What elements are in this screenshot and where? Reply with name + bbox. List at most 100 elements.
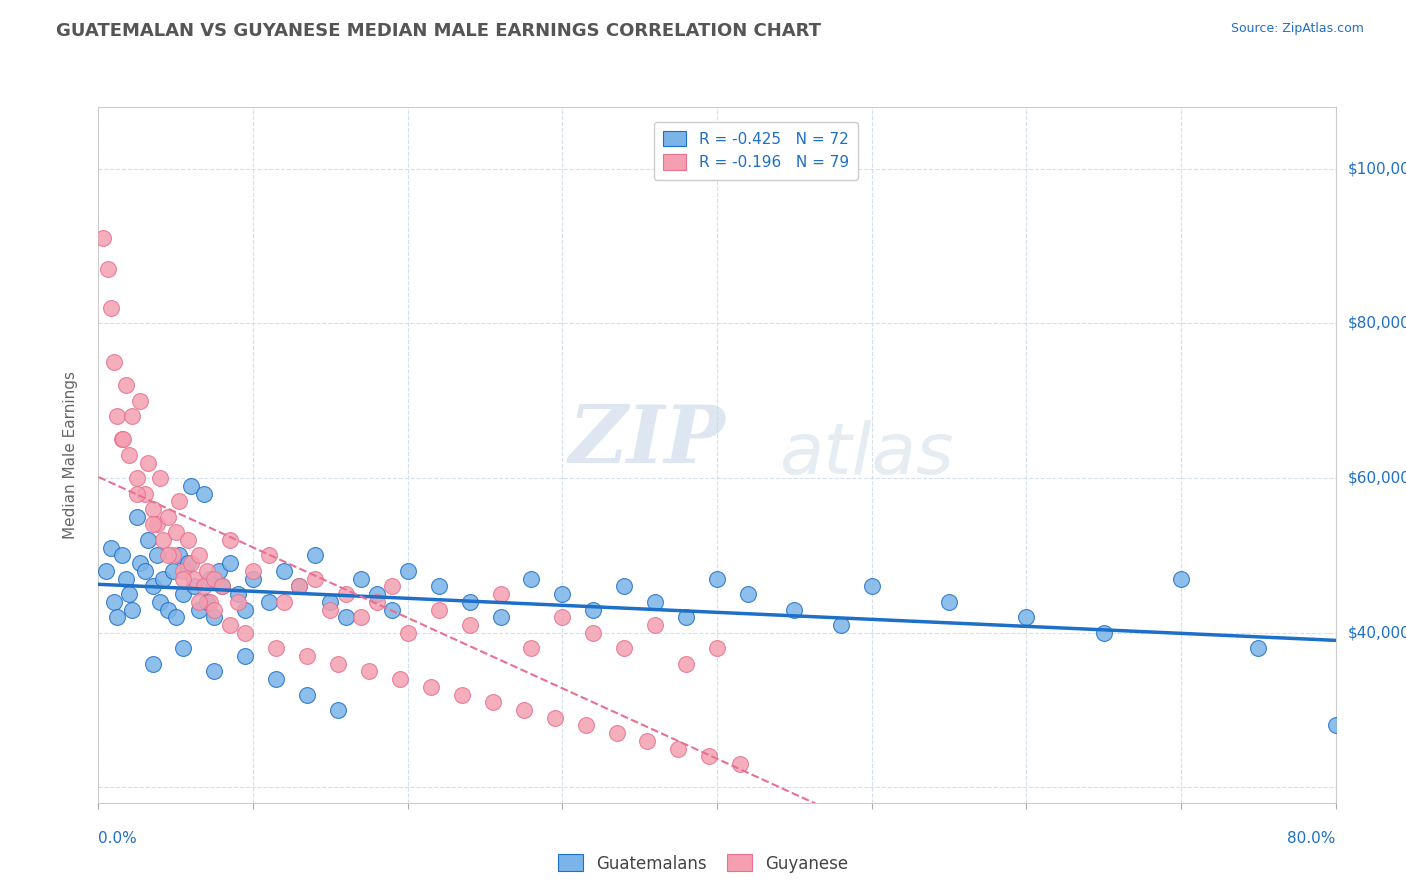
Point xyxy=(288,579,311,593)
Legend: Guatemalans, Guyanese: Guatemalans, Guyanese xyxy=(551,847,855,880)
Point xyxy=(188,602,211,616)
Text: Source: ZipAtlas.com: Source: ZipAtlas.com xyxy=(1230,22,1364,36)
Point xyxy=(105,409,128,424)
Text: $40,000: $40,000 xyxy=(1348,625,1406,640)
Point xyxy=(242,572,264,586)
Point xyxy=(167,549,190,563)
Point xyxy=(177,533,200,547)
Point xyxy=(162,564,184,578)
Point xyxy=(226,587,249,601)
Point xyxy=(273,564,295,578)
Point xyxy=(419,680,441,694)
Point xyxy=(211,579,233,593)
Point xyxy=(204,602,226,616)
Point xyxy=(513,703,536,717)
Point xyxy=(141,579,165,593)
Point xyxy=(543,711,565,725)
Point xyxy=(938,595,960,609)
Point xyxy=(111,433,132,447)
Point xyxy=(162,549,184,563)
Point xyxy=(226,595,249,609)
Point xyxy=(149,471,172,485)
Point xyxy=(118,448,141,462)
Point xyxy=(396,625,419,640)
Point xyxy=(198,572,221,586)
Point xyxy=(737,587,759,601)
Point xyxy=(198,595,221,609)
Point xyxy=(574,718,596,732)
Point xyxy=(257,549,280,563)
Point xyxy=(152,533,174,547)
Point xyxy=(326,657,350,671)
Point xyxy=(675,657,697,671)
Point xyxy=(450,688,472,702)
Point xyxy=(204,610,226,624)
Point xyxy=(273,595,295,609)
Point xyxy=(264,641,288,656)
Point xyxy=(141,502,165,516)
Point xyxy=(100,301,122,315)
Point xyxy=(105,610,128,624)
Point xyxy=(326,703,350,717)
Text: $100,000: $100,000 xyxy=(1348,161,1406,177)
Point xyxy=(129,393,152,408)
Point xyxy=(366,587,388,601)
Point xyxy=(458,595,481,609)
Point xyxy=(121,602,143,616)
Point xyxy=(381,579,404,593)
Point xyxy=(350,572,373,586)
Point xyxy=(319,595,342,609)
Point xyxy=(396,564,419,578)
Point xyxy=(134,486,156,500)
Point xyxy=(1092,625,1115,640)
Point xyxy=(1247,641,1270,656)
Point xyxy=(103,355,125,369)
Point xyxy=(1170,572,1192,586)
Point xyxy=(188,549,211,563)
Point xyxy=(706,641,728,656)
Point xyxy=(381,602,404,616)
Point xyxy=(141,517,165,532)
Point xyxy=(165,610,187,624)
Point xyxy=(193,486,215,500)
Point xyxy=(427,602,450,616)
Text: $60,000: $60,000 xyxy=(1348,471,1406,485)
Point xyxy=(304,572,326,586)
Point xyxy=(136,456,159,470)
Point xyxy=(136,533,159,547)
Point xyxy=(195,564,218,578)
Point xyxy=(357,665,380,679)
Point xyxy=(257,595,280,609)
Point xyxy=(699,749,721,764)
Point xyxy=(121,409,143,424)
Point xyxy=(180,479,202,493)
Point xyxy=(127,486,149,500)
Point xyxy=(706,572,728,586)
Point xyxy=(1324,718,1347,732)
Point xyxy=(551,587,574,601)
Point xyxy=(157,509,180,524)
Point xyxy=(233,648,257,663)
Y-axis label: Median Male Earnings: Median Male Earnings xyxy=(63,371,77,539)
Point xyxy=(172,572,194,586)
Point xyxy=(103,595,125,609)
Point xyxy=(242,564,264,578)
Point xyxy=(96,564,118,578)
Point xyxy=(204,665,226,679)
Point xyxy=(675,610,697,624)
Point xyxy=(388,672,412,686)
Point xyxy=(489,587,512,601)
Point xyxy=(520,641,543,656)
Text: $80,000: $80,000 xyxy=(1348,316,1406,331)
Point xyxy=(613,579,636,593)
Text: atlas: atlas xyxy=(779,420,953,490)
Text: 0.0%: 0.0% xyxy=(98,830,138,846)
Point xyxy=(204,572,226,586)
Point xyxy=(730,757,752,772)
Point xyxy=(551,610,574,624)
Point xyxy=(91,231,114,245)
Point xyxy=(644,595,666,609)
Point xyxy=(134,564,156,578)
Point xyxy=(297,648,319,663)
Point xyxy=(219,556,242,570)
